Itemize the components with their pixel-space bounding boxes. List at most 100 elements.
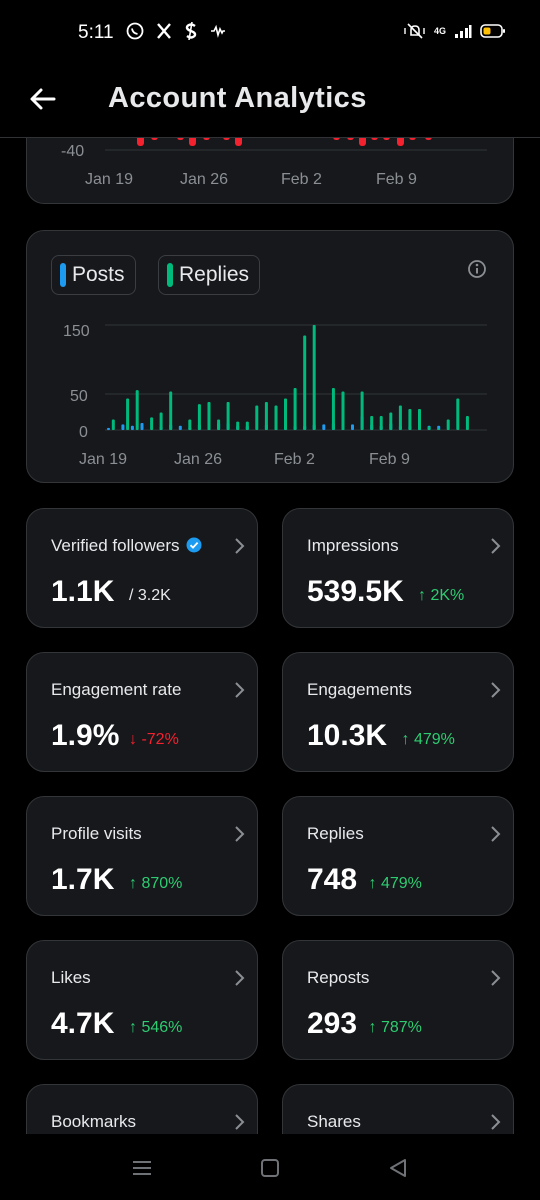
activity-chart-card: Posts Replies 150 50 0 Jan 19 Jan 26 Feb… (26, 230, 514, 483)
replies-bar (341, 391, 345, 430)
audio-wave-icon (211, 24, 225, 38)
posts-bar (121, 424, 125, 430)
metric-change: ↑ 546% (129, 1019, 183, 1036)
replies-bar (437, 428, 441, 430)
metric-change: ↑ 479% (401, 731, 455, 748)
metric-change: ↑ 2K% (418, 587, 465, 604)
replies-bar (427, 426, 431, 430)
replies-bar (379, 416, 383, 430)
chevron-right-icon[interactable] (233, 681, 245, 699)
replies-bar (370, 416, 374, 430)
x-tick-label: Jan 26 (174, 451, 222, 468)
x-logo-icon (157, 23, 171, 39)
posts-bar (322, 424, 326, 430)
chevron-right-icon[interactable] (233, 969, 245, 987)
replies-bar (188, 419, 192, 430)
chevron-right-icon[interactable] (489, 537, 501, 555)
replies-bar (207, 402, 211, 430)
replies-bar (398, 405, 402, 430)
replies-bar (465, 416, 469, 430)
replies-bar (408, 409, 412, 430)
metric-card[interactable]: Impressions 539.5K ↑ 2K% (282, 508, 514, 628)
replies-bar (418, 409, 421, 430)
verified-badge-icon (186, 537, 202, 553)
chevron-right-icon[interactable] (233, 1113, 245, 1131)
x-tick-label: Feb 2 (274, 451, 315, 468)
metric-label: Bookmarks (51, 1112, 136, 1132)
metric-card[interactable]: Likes 4.7K ↑ 546% (26, 940, 258, 1060)
metric-total: / 3.2K (129, 587, 171, 604)
battery-icon (480, 24, 505, 38)
metric-change: ↓ -72% (129, 731, 179, 748)
legend-posts[interactable]: Posts (51, 255, 136, 295)
metric-value: 293 (307, 1007, 358, 1040)
chevron-right-icon[interactable] (489, 969, 501, 987)
status-time: 5:11 (78, 22, 114, 43)
metric-card[interactable]: Verified followers 1.1K / 3.2K (26, 508, 258, 628)
posts-bar (130, 425, 134, 430)
legend-posts-label: Posts (72, 263, 125, 286)
metric-card[interactable]: Profile visits 1.7K ↑ 870% (26, 796, 258, 916)
metric-value: 748 (307, 863, 358, 896)
replies-bar (446, 419, 450, 430)
metric-label: Verified followers (51, 536, 202, 556)
posts-bar (178, 425, 182, 430)
metric-label-text: Likes (51, 968, 91, 987)
metric-change: ↑ 479% (368, 875, 422, 892)
replies-bar (126, 398, 130, 430)
metric-value: 539.5K (307, 575, 404, 608)
metric-label-text: Replies (307, 824, 364, 843)
chevron-right-icon[interactable] (233, 825, 245, 843)
metric-label: Reposts (307, 968, 369, 988)
metric-value: 1.1K (51, 575, 115, 608)
metric-value: 1.7K (51, 863, 115, 896)
info-icon[interactable] (467, 259, 487, 279)
metric-label: Engagement rate (51, 680, 181, 700)
replies-bar (331, 388, 335, 430)
replies-bar (274, 405, 278, 430)
menu-icon[interactable] (130, 1156, 154, 1180)
legend-replies[interactable]: Replies (158, 255, 261, 295)
metric-label: Replies (307, 824, 364, 844)
chevron-right-icon[interactable] (489, 825, 501, 843)
status-bar: 5:11 4G (0, 0, 540, 66)
replies-bar (150, 417, 154, 430)
notification-icons (126, 22, 226, 40)
replies-bar (135, 390, 139, 430)
replies-bar (226, 402, 230, 430)
replies-bar (197, 404, 201, 430)
y-tick-label: -40 (61, 143, 84, 160)
metric-card[interactable]: Engagements 10.3K ↑ 479% (282, 652, 514, 772)
metric-label-text: Bookmarks (51, 1112, 137, 1131)
legend-replies-label: Replies (179, 263, 250, 286)
home-square-icon[interactable] (258, 1156, 282, 1180)
replies-bar (360, 391, 364, 430)
metric-label-text: Verified followers (51, 536, 180, 555)
replies-bar (236, 421, 240, 430)
arrow-left-icon[interactable] (26, 82, 60, 116)
back-triangle-icon[interactable] (386, 1156, 410, 1180)
metric-change: ↑ 787% (368, 1019, 422, 1036)
chevron-right-icon[interactable] (233, 537, 245, 555)
replies-bar (169, 391, 173, 430)
metric-label: Profile visits (51, 824, 142, 844)
metric-card[interactable]: Replies 748 ↑ 479% (282, 796, 514, 916)
metric-value: 1.9% (51, 719, 120, 752)
app-header: Account Analytics (0, 66, 540, 138)
metric-card[interactable]: Engagement rate 1.9% ↓ -72% (26, 652, 258, 772)
x-tick-label: Jan 19 (85, 171, 133, 188)
dollar-app-icon (185, 22, 197, 40)
system-status-icons: 4G (404, 22, 506, 40)
replies-bar (217, 419, 221, 430)
posts-swatch (60, 263, 66, 287)
metric-change: ↑ 870% (129, 875, 183, 892)
replies-swatch (167, 263, 173, 287)
metric-card[interactable]: Reposts 293 ↑ 787% (282, 940, 514, 1060)
chevron-right-icon[interactable] (489, 681, 501, 699)
metric-label-text: Profile visits (51, 824, 142, 843)
chevron-right-icon[interactable] (489, 1113, 501, 1131)
metric-label: Engagements (307, 680, 412, 700)
metric-label-text: Shares (307, 1112, 361, 1131)
metric-label-text: Engagements (307, 680, 412, 699)
replies-bar (284, 398, 287, 430)
